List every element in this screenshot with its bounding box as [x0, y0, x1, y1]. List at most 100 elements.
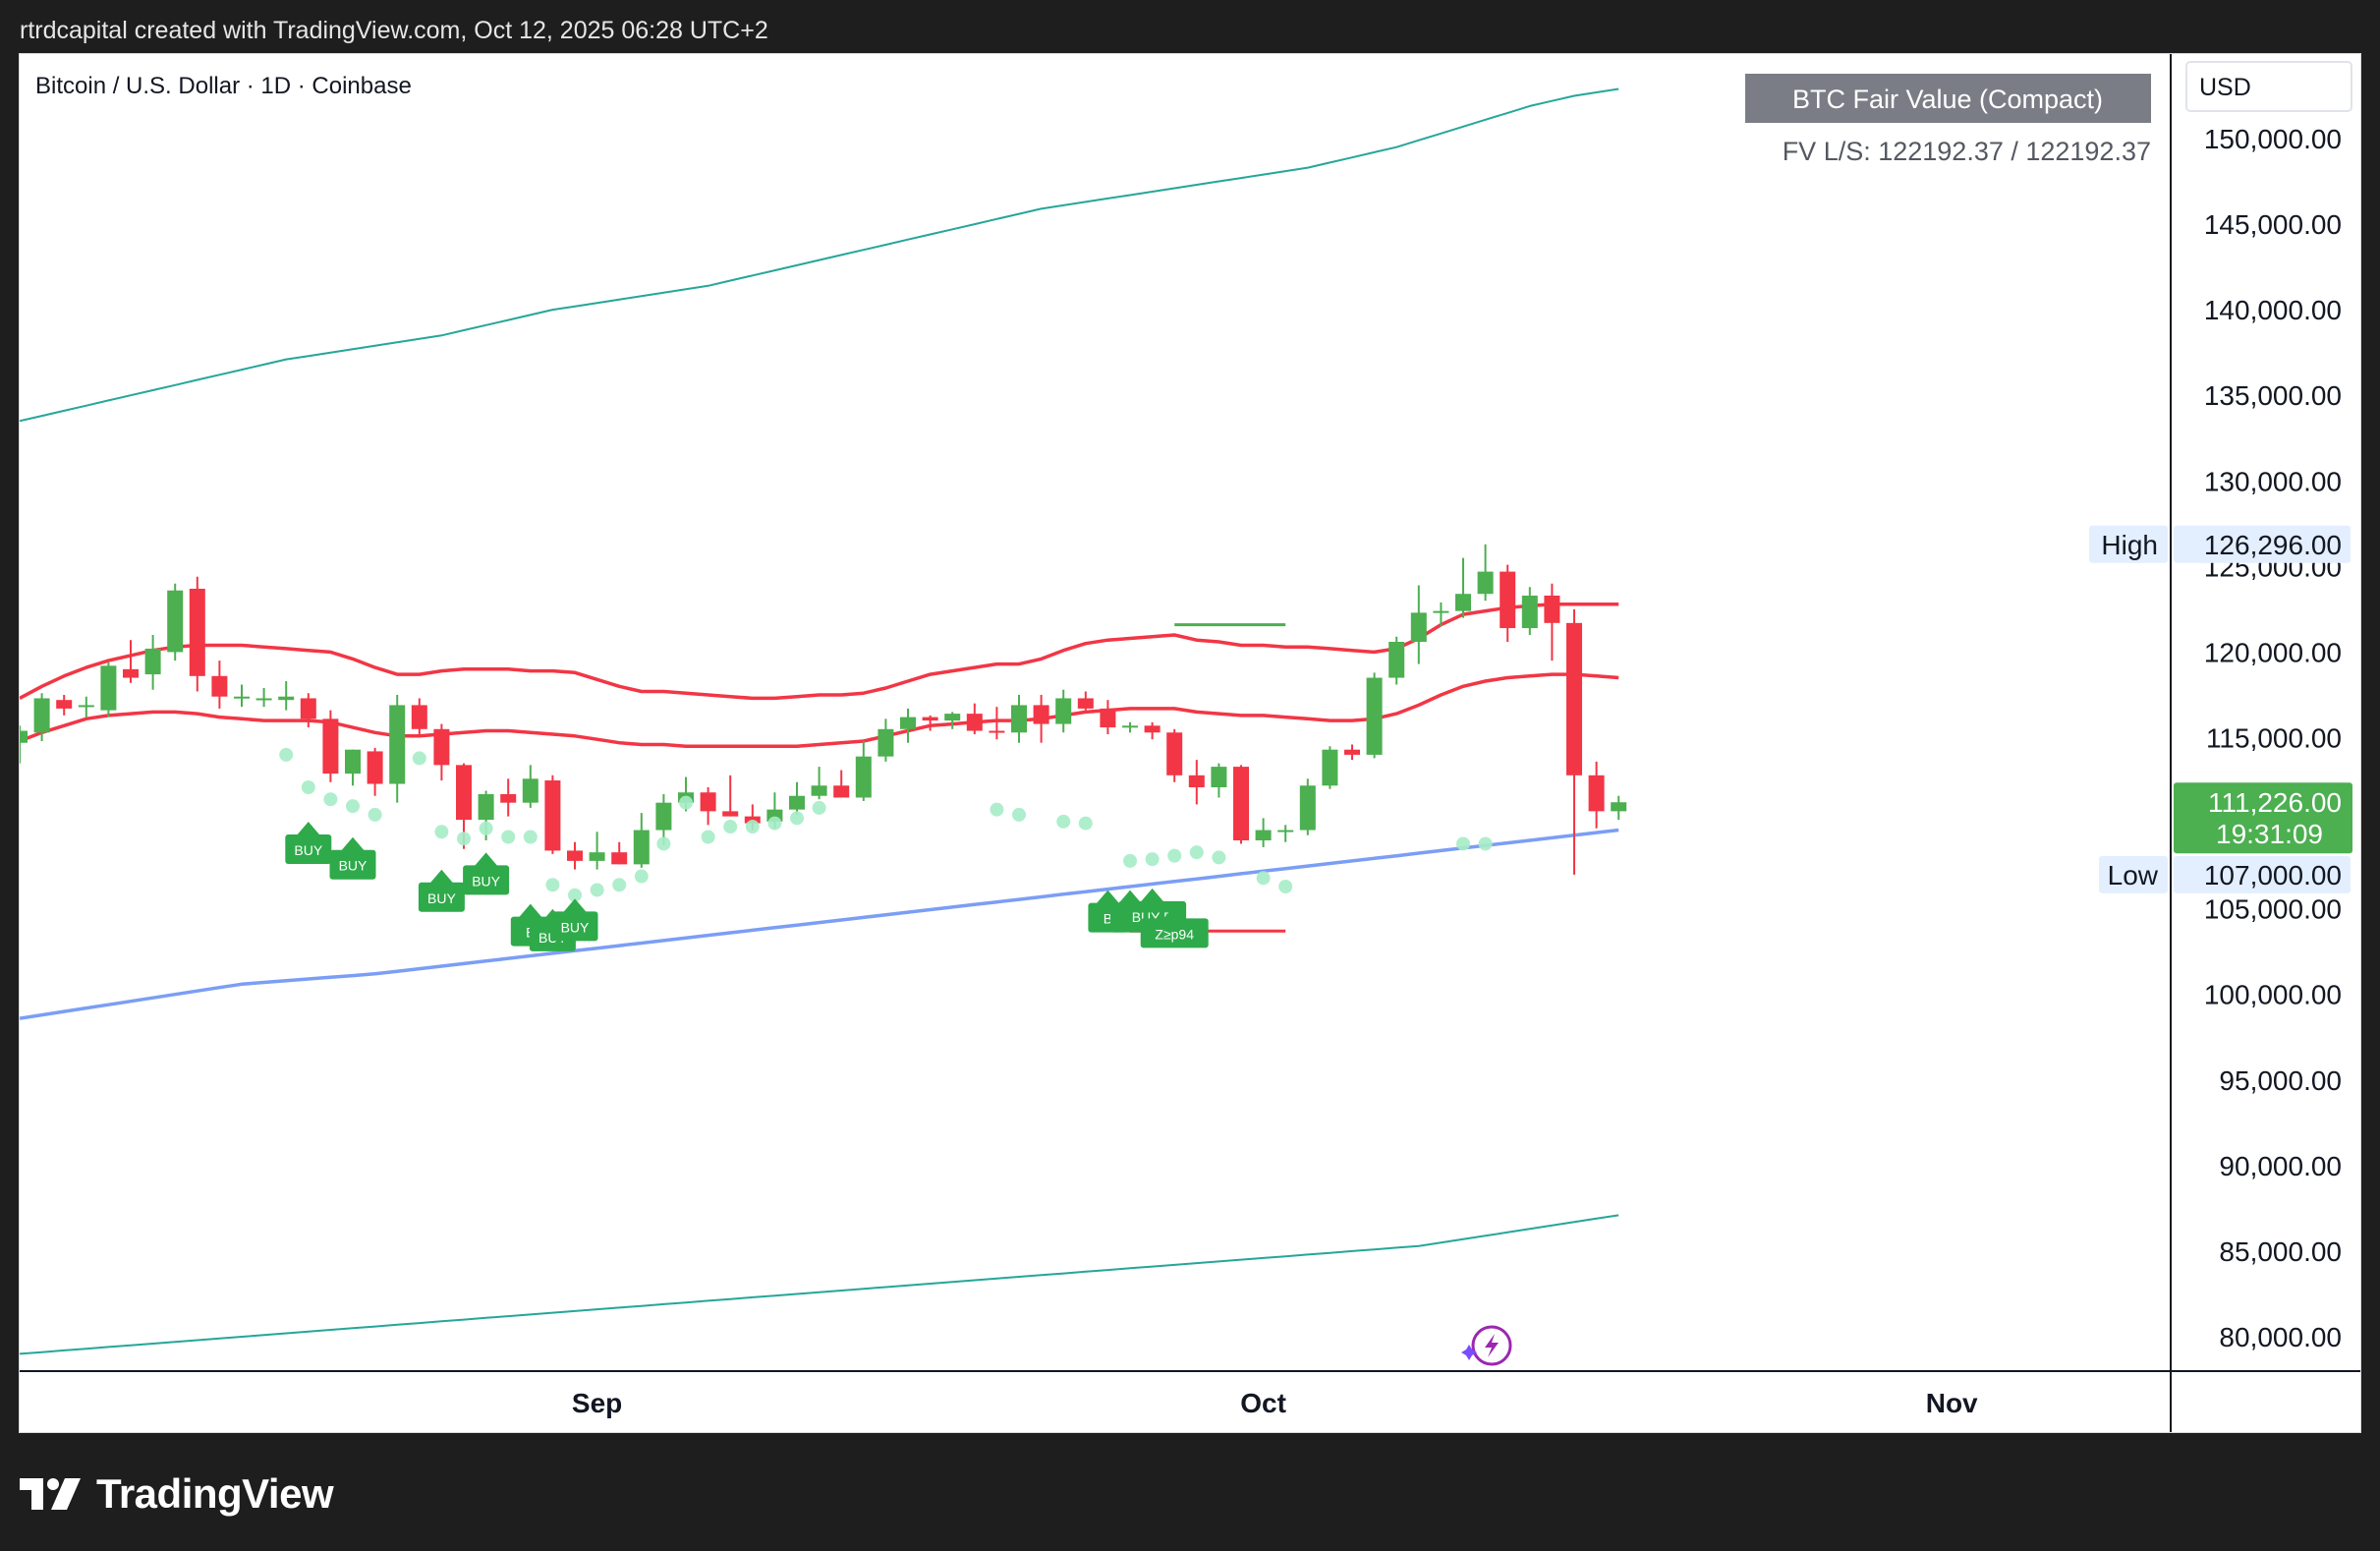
low-marker: Low 107,000.00 [2099, 855, 2351, 893]
currency-label: USD [2199, 74, 2251, 101]
candle-body [1588, 775, 1605, 812]
signal-dot [545, 878, 560, 892]
candle-body [1255, 830, 1272, 840]
candle-body [1122, 725, 1138, 728]
candle-body [589, 852, 605, 861]
buy-arrow [341, 836, 365, 851]
candle-body [1410, 612, 1427, 642]
high-label: High [2101, 530, 2158, 560]
signal-dot [745, 820, 760, 834]
buy-signal: BUY [329, 836, 376, 880]
candle-body [1055, 698, 1072, 724]
signal-dot [523, 830, 538, 844]
candle-body [1566, 622, 1582, 776]
buy-arrow [296, 822, 320, 836]
candle-body [1521, 595, 1538, 629]
candle-body [944, 714, 961, 721]
buy-signal: BUY [463, 852, 510, 895]
high-label-box [2089, 525, 2168, 563]
candle-body [1344, 749, 1360, 755]
candle-body [255, 698, 272, 701]
candle-body [1500, 571, 1516, 629]
signal-dot [1078, 816, 1093, 831]
y-tick-label: 95,000.00 [2219, 1065, 2342, 1096]
y-tick-label: 90,000.00 [2219, 1151, 2342, 1181]
candle-body [700, 792, 716, 812]
indicator-values: FV L/S: 122192.37 / 122192.37 [1783, 137, 2151, 166]
lightning-icon[interactable] [1461, 1325, 1512, 1366]
candle-body [433, 728, 450, 766]
candle-body [33, 698, 50, 733]
candle-body [989, 730, 1005, 733]
candle-body [1033, 705, 1049, 724]
x-axis-ticks: Sep Oct Nov [572, 1388, 1978, 1418]
tradingview-logo-icon [20, 1478, 81, 1510]
candle-body [811, 785, 827, 796]
high-value: 126,296.00 [2204, 530, 2342, 560]
candle-body [322, 718, 339, 775]
candle-body [1211, 767, 1227, 788]
brand-name: TradingView [96, 1470, 334, 1517]
signal-dot [1256, 871, 1271, 886]
buy-signal: BUY [551, 898, 598, 942]
buy-label: Z≥p94 [1155, 926, 1194, 942]
candle-body [189, 588, 205, 676]
low-label: Low [2108, 860, 2159, 890]
buy-signal: Z≥p94 [1140, 905, 1209, 948]
signal-dot [1123, 853, 1137, 868]
footer-brand: TradingView [20, 1465, 334, 1523]
buy-label-box [285, 834, 332, 865]
signal-dot [790, 811, 804, 826]
candle-body [1166, 732, 1183, 776]
signal-dot [479, 821, 493, 835]
signal-dot [1456, 836, 1470, 851]
candle-body [1433, 610, 1449, 613]
signal-dot [1012, 807, 1026, 822]
buy-label: B [1104, 911, 1112, 927]
candle-body [1077, 698, 1094, 709]
y-tick-label: 80,000.00 [2219, 1322, 2342, 1352]
signal-dot [501, 830, 516, 844]
chart-frame[interactable]: BUYBUYBUYBUYBBUYBUYBBBUY BZ≥p94 Bitcoin … [19, 53, 2361, 1433]
candle-body [1544, 595, 1560, 623]
signal-dot [323, 792, 338, 807]
last-price-box [2174, 782, 2352, 854]
signal-dot [279, 747, 294, 762]
candle-body [1277, 830, 1294, 833]
buy-arrow [474, 852, 498, 867]
y-tick-label: 105,000.00 [2204, 894, 2342, 925]
y-tick-label: 145,000.00 [2204, 209, 2342, 240]
chart-svg[interactable]: BUYBUYBUYBUYBBUYBUYBBBUY BZ≥p94 Bitcoin … [20, 54, 2361, 1433]
candle-body [1144, 725, 1161, 733]
fair-value-line [20, 828, 1619, 1020]
candle-body [1100, 708, 1116, 728]
candle-body [500, 793, 517, 803]
high-value-box [2174, 525, 2351, 563]
buy-label: BUY [294, 842, 322, 858]
candle-body [633, 830, 650, 865]
y-tick-label: 135,000.00 [2204, 380, 2342, 411]
signal-dot [679, 795, 693, 810]
indicator-badge[interactable]: BTC Fair Value (Compact) [1745, 74, 2151, 123]
buy-label: BUY [472, 873, 500, 889]
buy-signal: BUY [418, 869, 465, 912]
last-price-value: 111,226.00 [2208, 787, 2342, 818]
signal-dot [612, 878, 627, 892]
upper-band-line [20, 87, 1619, 423]
candle-body [855, 756, 872, 798]
candle-body [966, 714, 983, 731]
candle-body [78, 705, 94, 708]
currency-box[interactable] [2185, 61, 2352, 112]
candle-body [411, 705, 427, 729]
last-price-countdown: 19:31:09 [2216, 819, 2323, 849]
buy-label: BUY [339, 858, 368, 874]
signal-dot [590, 883, 604, 897]
candle-body [144, 648, 161, 675]
candle-body [123, 668, 139, 678]
y-axis-ticks: 150,000.00 145,000.00 140,000.00 135,000.00… [2204, 124, 2342, 1352]
signal-dot [990, 802, 1004, 817]
candle-body [789, 795, 805, 810]
y-tick-label: 120,000.00 [2204, 637, 2342, 667]
signal-dot [301, 780, 315, 795]
x-tick-label: Sep [572, 1388, 622, 1418]
